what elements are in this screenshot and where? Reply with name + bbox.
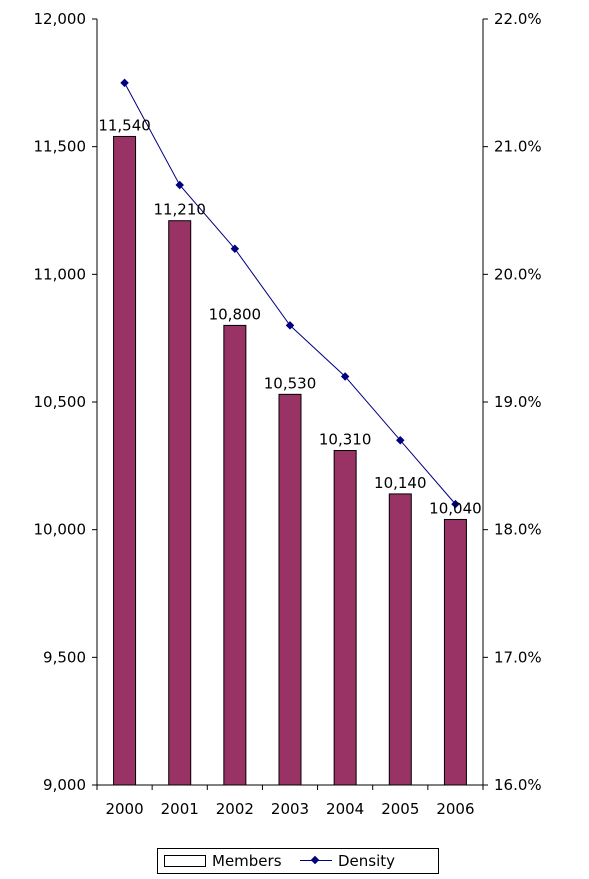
density-swatch-icon	[300, 855, 332, 867]
right-axis-tick-label: 17.0%	[494, 648, 542, 666]
bar-data-label: 11,540	[98, 116, 151, 134]
left-axis-tick-label: 10,000	[34, 521, 87, 539]
x-axis-tick-label: 2001	[161, 800, 199, 818]
density-point	[230, 244, 240, 254]
left-axis-tick-label: 11,000	[34, 265, 87, 283]
density-point	[120, 78, 129, 88]
bar	[388, 493, 412, 786]
x-axis-tick-label: 2005	[381, 800, 419, 818]
x-axis-tick-label: 2004	[326, 800, 364, 818]
x-axis-tick-label: 2002	[216, 800, 254, 818]
left-axis-tick-label: 9,500	[43, 648, 86, 666]
bars	[113, 135, 467, 786]
bar	[278, 393, 302, 786]
left-axis-tick-label: 9,000	[43, 776, 86, 794]
right-axis-tick-label: 18.0%	[494, 521, 542, 539]
left-axis-tick-label: 12,000	[34, 10, 87, 28]
x-axis-tick-label: 2006	[436, 800, 474, 818]
density-point	[451, 499, 460, 509]
chart: 9,000 9,500 10,000 10,500 11,000 11,500 12,000…	[34, 10, 542, 818]
bar-data-label: 10,040	[429, 499, 482, 517]
right-axis-tick-label: 22.0%	[494, 10, 542, 28]
data-labels: 11,540 11,210 10,800 10,530 10,310 10,14010,0…	[98, 116, 481, 517]
right-axis-tick-label: 16.0%	[494, 776, 542, 794]
bar-data-label: 10,140	[374, 474, 427, 492]
x-axis-tick-label: 2000	[105, 800, 143, 818]
left-axis-tick-label: 11,500	[34, 138, 87, 156]
bar-data-label: 10,530	[264, 374, 317, 392]
bar-data-label: 11,210	[153, 201, 206, 219]
legend-item-members: Members	[164, 852, 282, 870]
density-point	[396, 436, 405, 445]
bar	[168, 220, 192, 786]
bar-data-label: 10,800	[209, 305, 262, 323]
density-point	[175, 180, 184, 190]
members-swatch-icon	[164, 855, 206, 867]
legend-label-density: Density	[338, 852, 396, 870]
density-point	[340, 372, 350, 381]
legend-label-members: Members	[212, 852, 282, 870]
right-axis-tick-label: 20.0%	[494, 265, 542, 283]
left-axis-tick-label: 10,500	[34, 393, 87, 411]
bar-data-label: 10,310	[319, 431, 372, 449]
x-axis-tick-label: 2003	[271, 800, 309, 818]
legend: Members Density	[157, 848, 439, 874]
right-axis-tick-label: 19.0%	[494, 393, 542, 411]
right-axis-tick-label: 21.0%	[494, 138, 542, 156]
bar	[333, 450, 357, 786]
legend-item-density: Density	[300, 852, 395, 870]
bar	[223, 324, 247, 786]
bar	[113, 135, 137, 786]
density-point	[285, 321, 295, 330]
density-line	[120, 78, 460, 509]
bar	[443, 518, 467, 786]
axes: 9,000 9,500 10,000 10,500 11,000 11,500 12,000…	[34, 10, 542, 818]
